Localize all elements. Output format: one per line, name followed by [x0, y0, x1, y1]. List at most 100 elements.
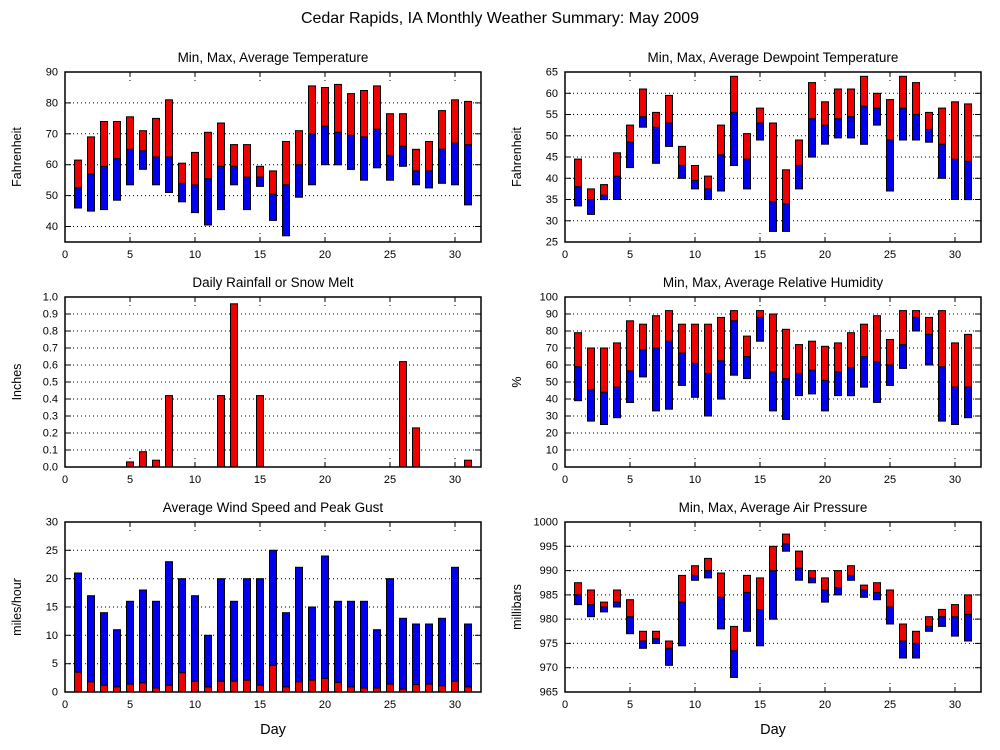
svg-text:15: 15 [754, 699, 766, 711]
svg-text:25: 25 [546, 237, 558, 249]
svg-text:20: 20 [319, 249, 331, 261]
svg-text:25: 25 [384, 474, 396, 486]
svg-text:50: 50 [546, 377, 558, 389]
svg-text:60: 60 [546, 88, 558, 100]
svg-text:0: 0 [62, 474, 68, 486]
chart-panel-pressure: Min, Max, Average Air Pressure millibars… [505, 492, 1000, 744]
svg-text:0.6: 0.6 [43, 360, 58, 372]
svg-text:0: 0 [62, 249, 68, 261]
svg-text:10: 10 [546, 445, 558, 457]
x-axis-label: Day [760, 722, 787, 738]
svg-text:10: 10 [689, 699, 701, 711]
svg-text:5: 5 [627, 249, 633, 261]
svg-text:0: 0 [562, 474, 568, 486]
svg-text:20: 20 [819, 699, 831, 711]
chart-panel-humidity: Min, Max, Average Relative Humidity % 0 1… [505, 267, 1000, 489]
svg-text:35: 35 [546, 194, 558, 206]
svg-text:25: 25 [884, 699, 896, 711]
chart-title: Min, Max, Average Temperature [178, 50, 369, 65]
svg-text:5: 5 [127, 249, 133, 261]
svg-text:20: 20 [46, 573, 58, 585]
svg-text:30: 30 [46, 517, 58, 529]
svg-text:55: 55 [546, 109, 558, 121]
svg-text:40: 40 [46, 221, 58, 233]
svg-text:15: 15 [46, 602, 58, 614]
svg-text:40: 40 [546, 173, 558, 185]
humidity-chart: Min, Max, Average Relative Humidity % 0 1… [510, 275, 982, 486]
svg-text:5: 5 [627, 699, 633, 711]
svg-text:0: 0 [552, 462, 558, 474]
rainfall-chart: Daily Rainfall or Snow Melt Inches 0.0 0.… [10, 275, 482, 486]
svg-text:0.4: 0.4 [43, 394, 58, 406]
svg-text:30: 30 [546, 215, 558, 227]
svg-text:80: 80 [546, 326, 558, 338]
svg-text:25: 25 [384, 699, 396, 711]
pressure-chart: Min, Max, Average Air Pressure millibars… [510, 500, 982, 738]
svg-text:10: 10 [46, 630, 58, 642]
svg-text:50: 50 [46, 190, 58, 202]
svg-text:45: 45 [546, 152, 558, 164]
svg-text:5: 5 [627, 474, 633, 486]
x-axis-label: Day [260, 722, 287, 738]
svg-text:40: 40 [546, 394, 558, 406]
svg-text:15: 15 [254, 699, 266, 711]
y-axis-label: Fahrenheit [510, 127, 524, 187]
svg-text:25: 25 [384, 249, 396, 261]
chart-panel-rainfall: Daily Rainfall or Snow Melt Inches 0.0 0.… [5, 267, 500, 489]
svg-text:10: 10 [189, 249, 201, 261]
svg-text:10: 10 [689, 474, 701, 486]
svg-text:25: 25 [884, 474, 896, 486]
svg-text:15: 15 [754, 474, 766, 486]
svg-text:0.7: 0.7 [43, 343, 58, 355]
chart-panel-wind: Average Wind Speed and Peak Gust miles/h… [5, 492, 500, 744]
svg-text:25: 25 [46, 545, 58, 557]
svg-text:20: 20 [819, 249, 831, 261]
svg-text:965: 965 [540, 687, 558, 699]
svg-text:10: 10 [189, 699, 201, 711]
svg-text:15: 15 [254, 249, 266, 261]
svg-text:5: 5 [127, 474, 133, 486]
svg-text:0.0: 0.0 [43, 462, 58, 474]
svg-text:90: 90 [46, 67, 58, 79]
svg-text:0: 0 [52, 687, 58, 699]
svg-text:0.5: 0.5 [43, 377, 58, 389]
svg-text:0.8: 0.8 [43, 326, 58, 338]
page-title: Cedar Rapids, IA Monthly Weather Summary… [300, 10, 700, 27]
chart-title: Min, Max, Average Dewpoint Temperature [648, 50, 899, 65]
svg-text:25: 25 [884, 249, 896, 261]
svg-text:970: 970 [540, 662, 558, 674]
svg-text:0.9: 0.9 [43, 309, 58, 321]
svg-text:50: 50 [546, 130, 558, 142]
chart-title: Daily Rainfall or Snow Melt [192, 275, 354, 290]
svg-text:980: 980 [540, 614, 558, 626]
svg-text:30: 30 [449, 699, 461, 711]
svg-text:990: 990 [540, 565, 558, 577]
svg-text:995: 995 [540, 541, 558, 553]
svg-text:90: 90 [546, 309, 558, 321]
svg-text:80: 80 [46, 97, 58, 109]
svg-text:985: 985 [540, 589, 558, 601]
svg-text:65: 65 [546, 67, 558, 79]
svg-text:60: 60 [546, 360, 558, 372]
chart-panel-temperature: Min, Max, Average Temperature Fahrenheit… [5, 42, 500, 264]
svg-text:20: 20 [546, 428, 558, 440]
svg-text:15: 15 [254, 474, 266, 486]
svg-text:0.3: 0.3 [43, 411, 58, 423]
y-axis-label: Inches [10, 364, 24, 401]
svg-text:5: 5 [52, 658, 58, 670]
chart-title: Average Wind Speed and Peak Gust [163, 500, 384, 515]
svg-text:30: 30 [449, 249, 461, 261]
svg-text:30: 30 [949, 699, 961, 711]
svg-text:100: 100 [540, 292, 558, 304]
svg-text:30: 30 [546, 411, 558, 423]
chart-title: Min, Max, Average Air Pressure [679, 500, 868, 515]
svg-text:15: 15 [754, 249, 766, 261]
svg-text:20: 20 [819, 474, 831, 486]
dewpoint-chart: Min, Max, Average Dewpoint Temperature F… [510, 50, 982, 261]
svg-text:10: 10 [189, 474, 201, 486]
svg-text:30: 30 [949, 249, 961, 261]
svg-text:70: 70 [46, 128, 58, 140]
chart-title: Min, Max, Average Relative Humidity [663, 275, 884, 290]
y-axis-label: % [510, 376, 524, 387]
svg-text:10: 10 [689, 249, 701, 261]
